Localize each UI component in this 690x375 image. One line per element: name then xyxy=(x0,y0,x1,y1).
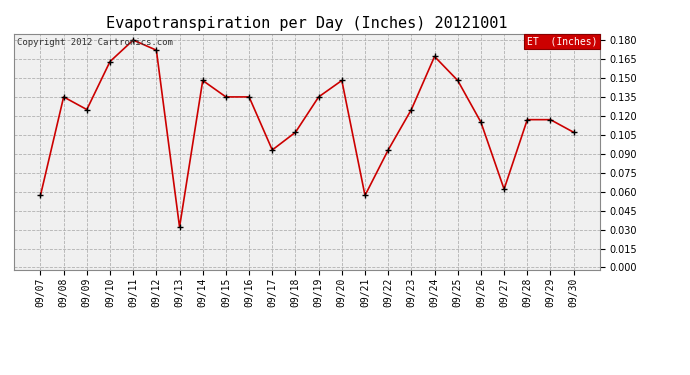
Text: ET  (Inches): ET (Inches) xyxy=(527,36,598,46)
Text: Copyright 2012 Cartronics.com: Copyright 2012 Cartronics.com xyxy=(17,39,172,48)
Title: Evapotranspiration per Day (Inches) 20121001: Evapotranspiration per Day (Inches) 2012… xyxy=(106,16,508,31)
